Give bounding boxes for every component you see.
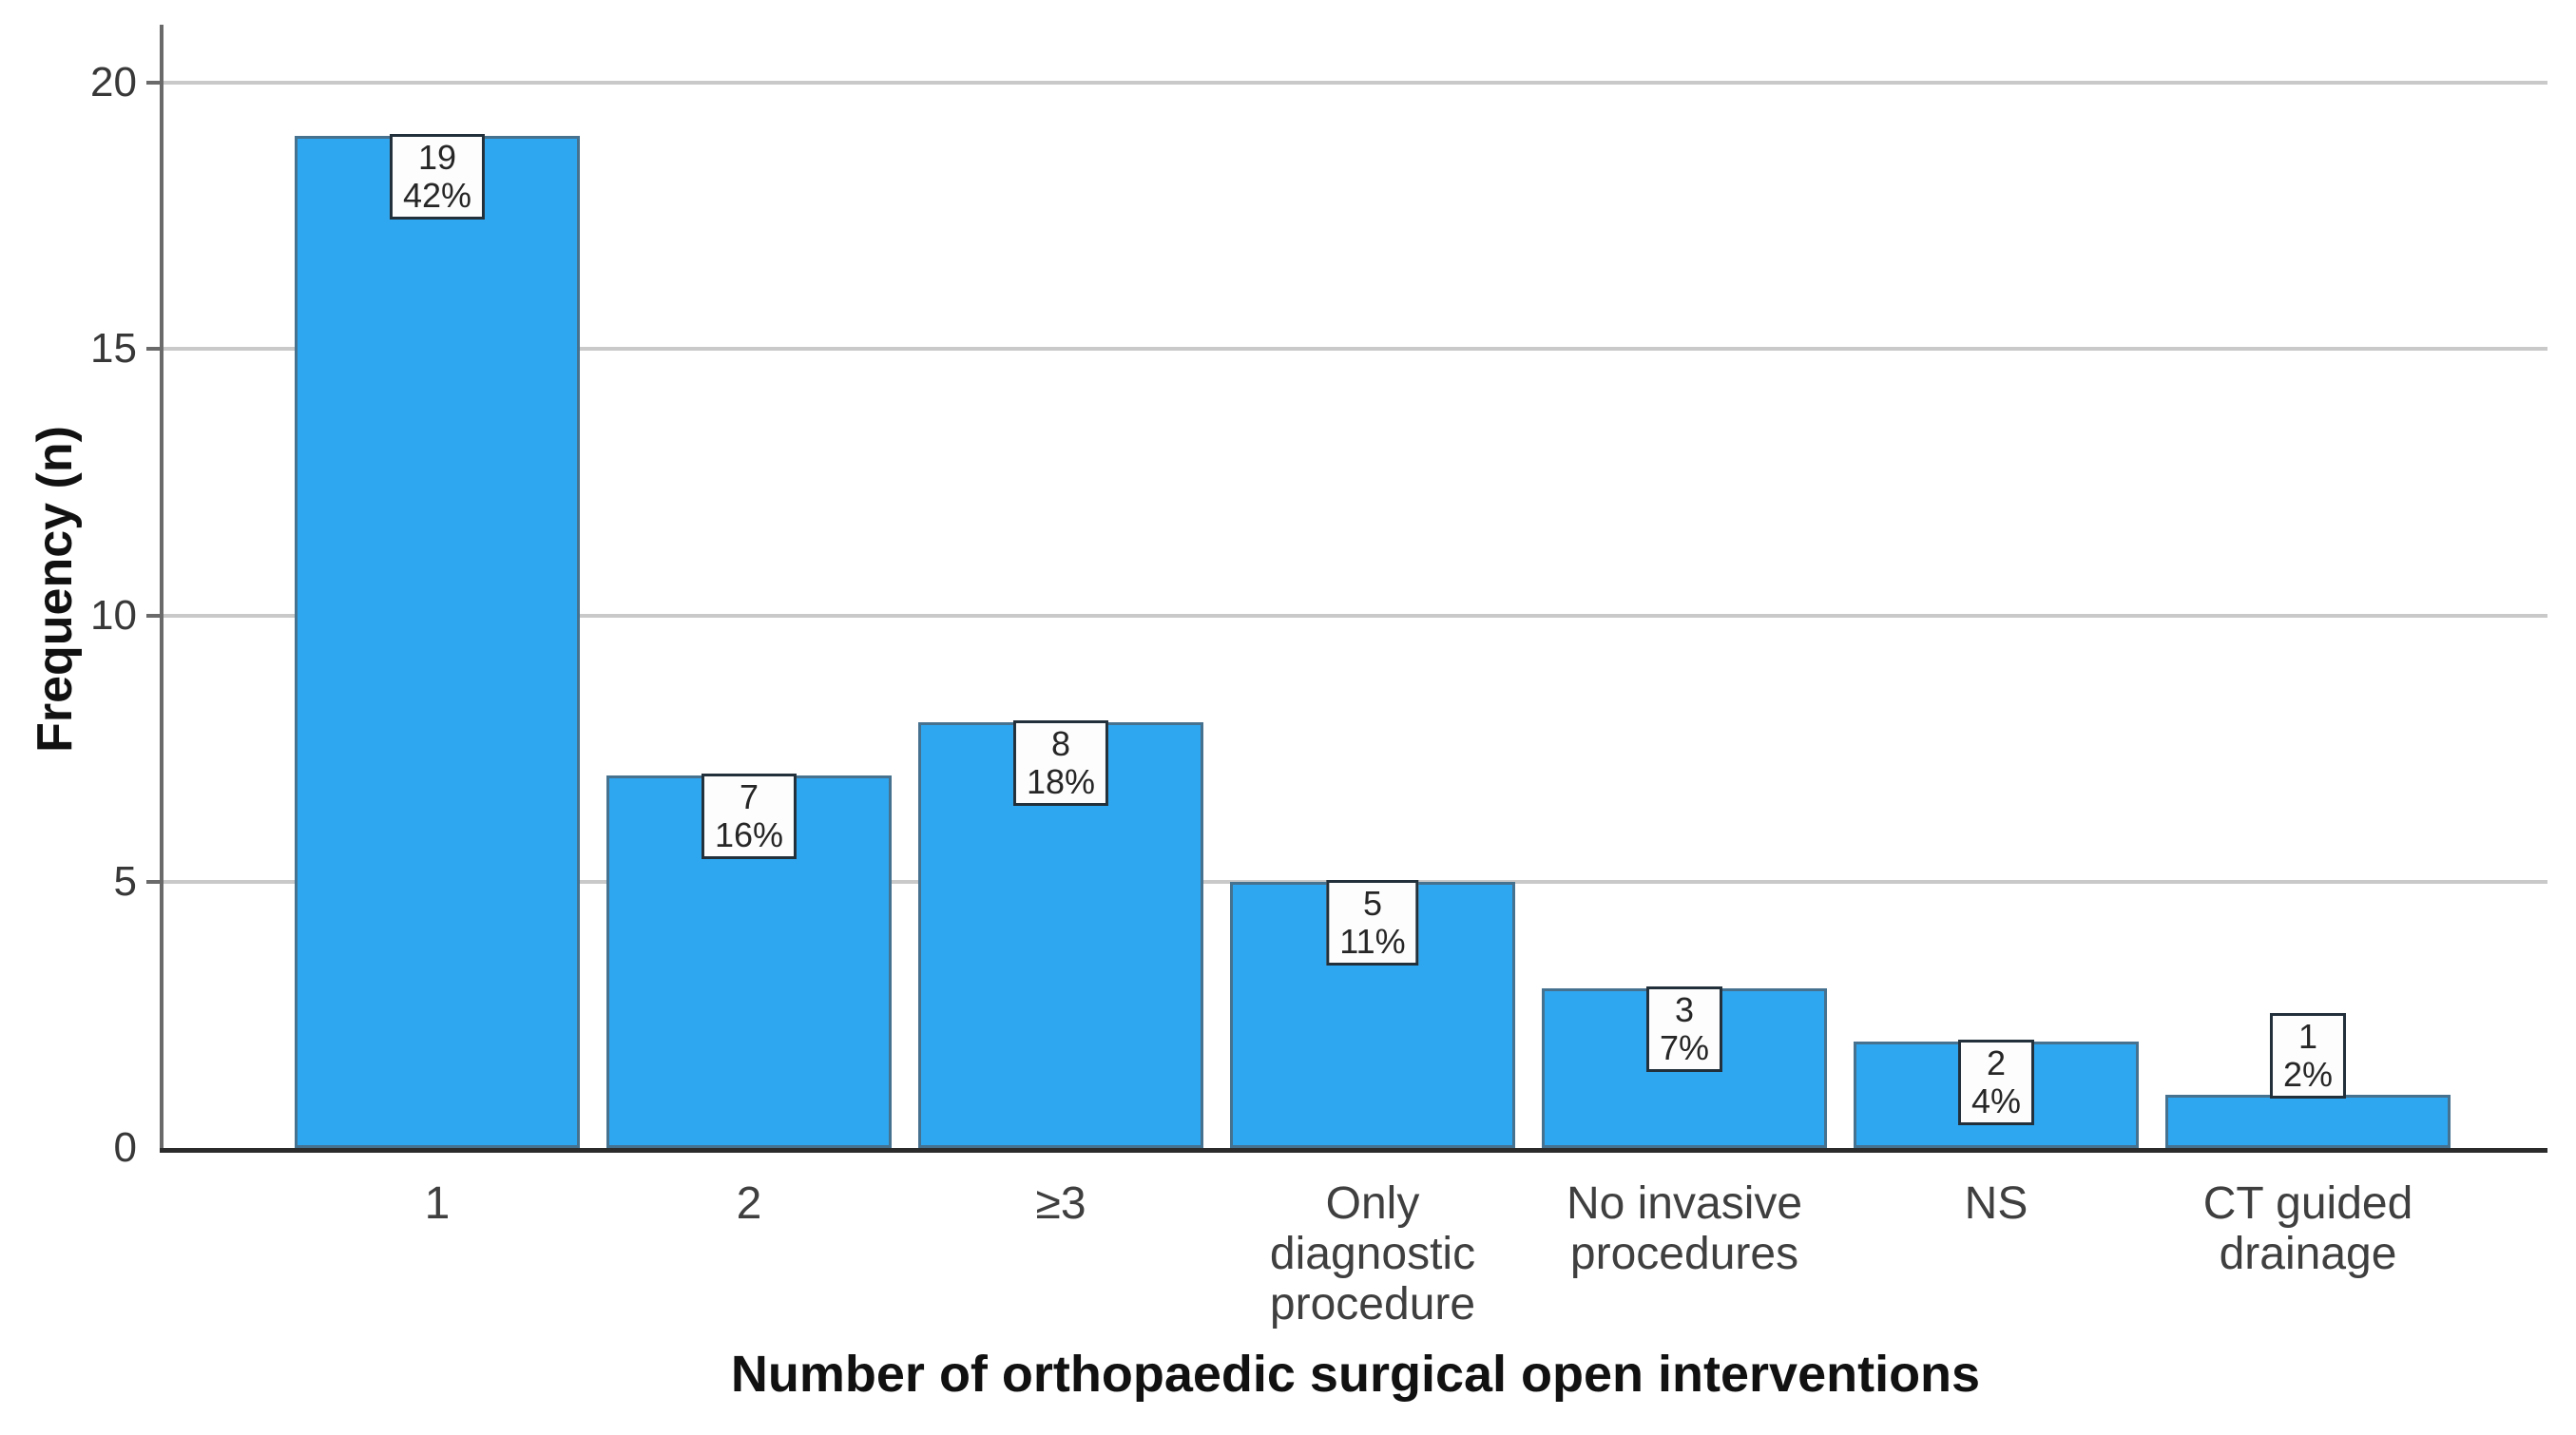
plot-area: 19 42% 7 16% 8 18% 5 11% 3 7% 2 4% 1 2% <box>146 27 2547 1148</box>
value-count: 8 <box>1050 723 1071 763</box>
y-tick-label-20: 20 <box>90 59 137 105</box>
value-percent: 4% <box>1970 1081 2022 1120</box>
x-tick-label-1: 1 <box>424 1178 451 1229</box>
y-tick-label-10: 10 <box>90 591 137 639</box>
bar-7 <box>2165 1094 2451 1148</box>
y-tickmark-15 <box>146 347 163 352</box>
value-percent: 2% <box>2282 1054 2334 1094</box>
gridline-20 <box>163 81 2547 85</box>
value-label-6: 2 4% <box>1957 1039 2035 1125</box>
value-count: 1 <box>2297 1016 2318 1056</box>
value-percent: 18% <box>1026 761 1096 801</box>
value-label-7: 1 2% <box>2269 1012 2347 1099</box>
value-count: 19 <box>417 138 457 178</box>
x-tick-label-2: 2 <box>736 1178 762 1229</box>
y-tickmark-5 <box>146 879 163 884</box>
x-tick-label-3: ≥3 <box>1035 1178 1086 1229</box>
x-tick-label-4: Only diagnostic procedure <box>1269 1178 1476 1330</box>
x-tick-label-5: No invasive procedures <box>1566 1178 1803 1279</box>
value-label-5: 3 7% <box>1645 985 1723 1072</box>
value-label-3: 8 18% <box>1012 719 1109 806</box>
y-axis-tick-labels: 0 5 10 15 20 <box>0 27 150 1169</box>
y-tickmark-10 <box>146 613 163 618</box>
y-axis-line <box>160 25 163 1153</box>
gridline-15 <box>163 347 2547 352</box>
value-label-4: 5 11% <box>1326 879 1419 966</box>
y-tickmark-20 <box>146 81 163 85</box>
value-count: 7 <box>739 776 759 816</box>
value-percent: 16% <box>714 814 784 854</box>
x-tick-label-6: NS <box>1964 1178 2028 1229</box>
value-label-2: 7 16% <box>701 773 798 859</box>
bar-1 <box>295 136 580 1148</box>
value-count: 3 <box>1674 989 1695 1029</box>
y-tick-label-0: 0 <box>113 1124 137 1171</box>
x-tick-label-7: CT guided drainage <box>2202 1178 2413 1279</box>
value-count: 5 <box>1362 883 1383 923</box>
x-axis-baseline <box>160 1148 2547 1153</box>
x-axis-title: Number of orthopaedic surgical open inte… <box>730 1346 1981 1403</box>
x-axis-tick-labels: 1 2 ≥3 Only diagnostic procedure No invasive… <box>163 1178 2547 1340</box>
value-label-1: 19 42% <box>389 134 486 220</box>
value-percent: 7% <box>1659 1027 1710 1067</box>
y-tick-label-15: 15 <box>90 325 137 373</box>
value-percent: 11% <box>1339 921 1406 961</box>
value-percent: 42% <box>402 176 472 216</box>
gridline-10 <box>163 613 2547 618</box>
y-tick-label-5: 5 <box>113 857 137 905</box>
value-count: 2 <box>1986 1043 2007 1082</box>
